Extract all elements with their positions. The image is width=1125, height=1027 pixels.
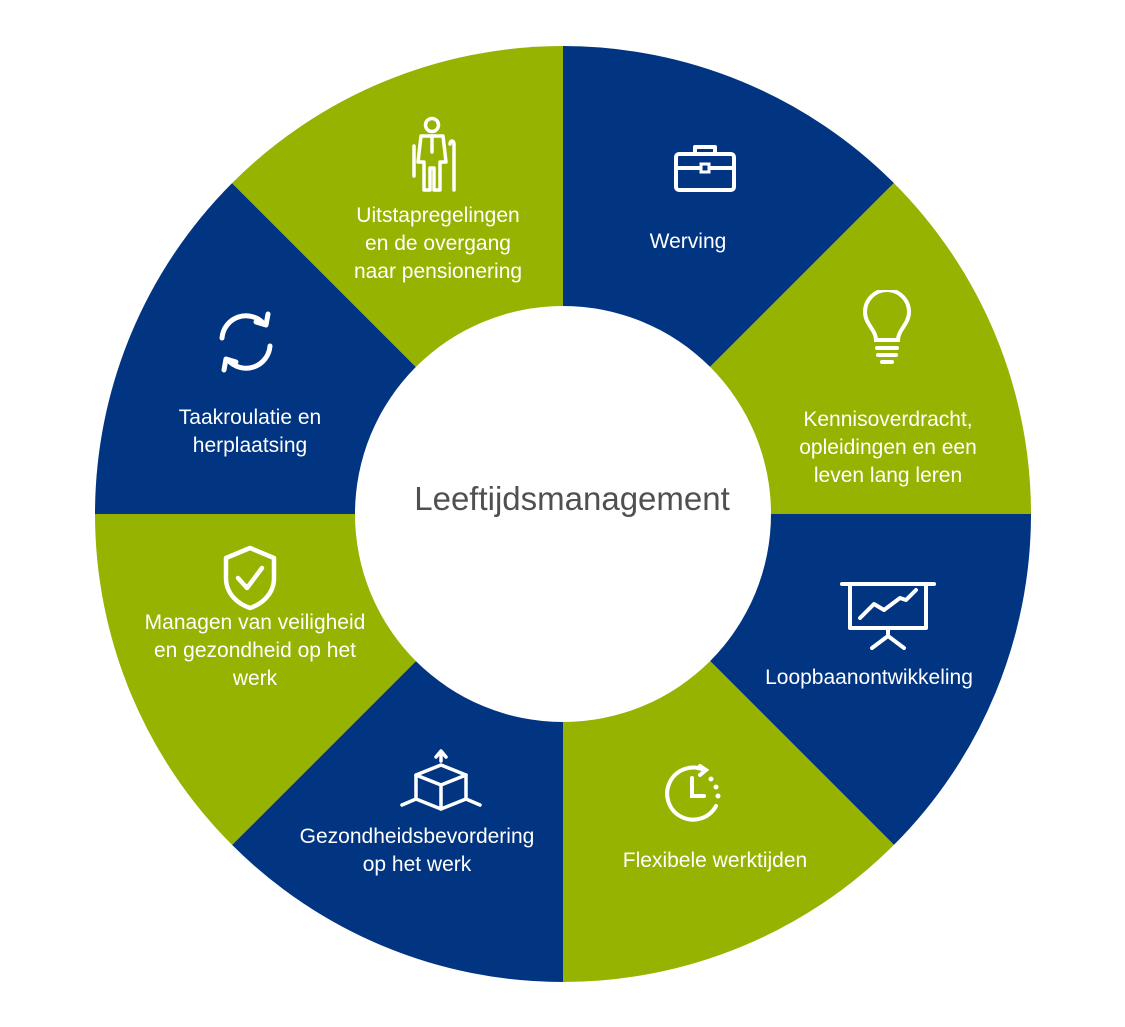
center-title: Leeftijdsmanagement [414, 480, 730, 517]
segment-label-flexibele-werktijden: Flexibele werktijden [622, 849, 808, 872]
segment-label-loopbaanontwikkeling: Loopbaanontwikkeling [765, 666, 973, 689]
segment-label-gezondheidsbevordering: Gezondheidsbevordering op het werk [299, 825, 535, 876]
rotate-arrows-icon [219, 311, 273, 373]
clock-icon [665, 764, 721, 822]
segment-label-veiligheid: Managen van veiligheid en gezondheid op … [144, 611, 366, 690]
segment-label-kennisoverdracht: Kennisoverdracht, opleidingen en een lev… [799, 408, 977, 487]
center-hub [355, 306, 771, 722]
elderly-person-icon [412, 116, 456, 192]
cube-arrows-icon [400, 749, 482, 811]
briefcase-icon [674, 145, 736, 192]
segment-label-taakroulatie: Taakroulatie en herplaatsing [178, 406, 322, 457]
presentation-chart-icon [840, 582, 936, 650]
lightbulb-icon [862, 290, 912, 364]
segment-label-uitstapregelingen: Uitstapregelingen en de overgang naar pe… [353, 204, 523, 283]
segment-label-werving: Werving [649, 230, 727, 253]
shield-check-icon [223, 545, 277, 611]
